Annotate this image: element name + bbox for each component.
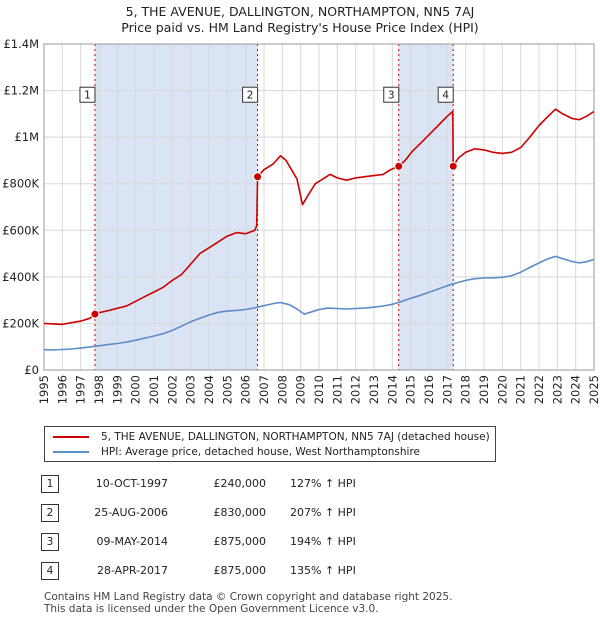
y-tick-label: £1.4M (3, 37, 39, 51)
sale-price: £875,000 (213, 564, 267, 577)
x-tick-label: 2023 (550, 375, 564, 404)
shaded-range (94, 44, 258, 370)
table-row: 2 25-AUG-2006 £830,000 207% ↑ HPI (0, 504, 600, 526)
sale-price: £240,000 (213, 477, 267, 490)
y-tick-label: £400K (2, 270, 39, 284)
legend-swatch-property (53, 436, 89, 438)
footer: Contains HM Land Registry data © Crown c… (44, 591, 452, 615)
x-tick-label: 1999 (110, 375, 124, 404)
legend: 5, THE AVENUE, DALLINGTON, NORTHAMPTON, … (44, 426, 496, 462)
x-tick-label: 2005 (220, 375, 234, 404)
sale-point (253, 172, 263, 182)
sale-point (90, 309, 100, 319)
sale-date: 10-OCT-1997 (95, 477, 168, 490)
sale-point (448, 161, 458, 171)
x-tick-label: 2011 (330, 375, 344, 404)
title-line-1: 5, THE AVENUE, DALLINGTON, NORTHAMPTON, … (125, 4, 475, 19)
x-tick-label: 1995 (37, 375, 51, 404)
x-tick-label: 2012 (349, 375, 363, 404)
footer-line-2: This data is licensed under the Open Gov… (44, 603, 379, 615)
x-tick-label: 2002 (165, 375, 179, 404)
x-tick-label: 1998 (92, 375, 106, 404)
x-tick-label: 2007 (257, 375, 271, 404)
title-line-2: Price paid vs. HM Land Registry's House … (121, 20, 479, 35)
chart-title: 5, THE AVENUE, DALLINGTON, NORTHAMPTON, … (0, 4, 600, 36)
sale-date: 09-MAY-2014 (96, 535, 168, 548)
x-tick-label: 2022 (532, 375, 546, 404)
footer-line-1: Contains HM Land Registry data © Crown c… (44, 591, 453, 603)
sale-price: £875,000 (213, 535, 267, 548)
sale-label-number: 3 (388, 90, 395, 102)
sale-date: 28-APR-2017 (96, 564, 168, 577)
x-tick-label: 2000 (129, 375, 143, 404)
x-tick-label: 2001 (147, 375, 161, 404)
table-row: 4 28-APR-2017 £875,000 135% ↑ HPI (0, 562, 600, 584)
x-tick-label: 2025 (587, 375, 600, 404)
legend-label-property: 5, THE AVENUE, DALLINGTON, NORTHAMPTON, … (101, 431, 490, 443)
x-tick-label: 2013 (367, 375, 381, 404)
table-row: 3 09-MAY-2014 £875,000 194% ↑ HPI (0, 533, 600, 555)
hpi-line (43, 255, 595, 351)
x-tick-label: 2019 (477, 375, 491, 404)
x-tick-label: 1997 (74, 375, 88, 404)
x-tick-label: 2014 (385, 375, 399, 404)
plot-area (43, 43, 595, 371)
sale-hpi-change: 135% ↑ HPI (290, 564, 356, 577)
x-tick-label: 2020 (495, 375, 509, 404)
legend-swatch-hpi (53, 451, 89, 453)
sale-number-badge: 2 (41, 504, 59, 522)
y-tick-label: £600K (2, 223, 39, 237)
sale-hpi-change: 194% ↑ HPI (290, 535, 356, 548)
y-tick-label: £1.2M (3, 84, 39, 98)
sale-price: £830,000 (213, 506, 267, 519)
x-tick-label: 2006 (239, 375, 253, 404)
y-tick-label: £1M (14, 130, 39, 144)
x-tick-label: 2008 (275, 375, 289, 404)
y-tick-label: £0 (24, 363, 39, 377)
x-tick-label: 2004 (202, 375, 216, 404)
sale-label-number: 4 (442, 90, 449, 102)
sale-number-badge: 1 (41, 475, 59, 493)
x-tick-label: 2010 (312, 375, 326, 404)
legend-item-hpi: HPI: Average price, detached house, West… (53, 445, 420, 459)
sale-number-badge: 4 (41, 562, 59, 580)
sale-hpi-change: 127% ↑ HPI (290, 477, 356, 490)
x-tick-label: 2003 (184, 375, 198, 404)
sale-hpi-change: 207% ↑ HPI (290, 506, 356, 519)
sale-date: 25-AUG-2006 (94, 506, 168, 519)
property-price-line (43, 108, 595, 326)
legend-label-hpi: HPI: Average price, detached house, West… (101, 446, 420, 458)
x-tick-label: 2017 (440, 375, 454, 404)
y-tick-label: £200K (2, 316, 39, 330)
price-chart: £0 £200K £400K £600K £800K £1M £1.2M £1.4M 1995 1… (2, 37, 600, 404)
x-tick-label: 2021 (514, 375, 528, 404)
sale-point (394, 161, 404, 171)
legend-item-property: 5, THE AVENUE, DALLINGTON, NORTHAMPTON, … (53, 430, 490, 444)
sale-label-box (437, 86, 454, 103)
x-tick-label: 1996 (55, 375, 69, 404)
x-tick-label: 2018 (459, 375, 473, 404)
sale-number-badge: 3 (41, 533, 59, 551)
x-tick-label: 2024 (569, 375, 583, 404)
x-tick-label: 2009 (294, 375, 308, 404)
sale-label-box (383, 86, 400, 103)
sale-label-box (79, 86, 96, 103)
y-tick-label: £800K (2, 177, 39, 191)
sale-label-number: 2 (247, 90, 254, 102)
x-tick-label: 2016 (422, 375, 436, 404)
table-row: 1 10-OCT-1997 £240,000 127% ↑ HPI (0, 475, 600, 497)
sale-label-box (242, 86, 259, 103)
x-tick-label: 2015 (404, 375, 418, 404)
sale-label-number: 1 (84, 90, 91, 102)
